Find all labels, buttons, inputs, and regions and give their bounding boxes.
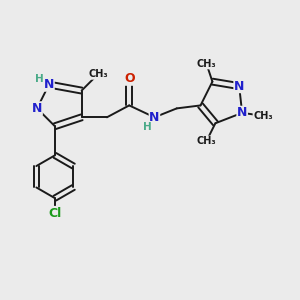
Text: N: N — [237, 106, 247, 119]
Text: Cl: Cl — [48, 206, 62, 220]
Text: N: N — [234, 80, 244, 93]
Text: CH₃: CH₃ — [197, 59, 216, 69]
Text: H: H — [35, 74, 44, 84]
Text: CH₃: CH₃ — [88, 69, 108, 79]
Text: N: N — [32, 102, 42, 115]
Text: N: N — [149, 111, 160, 124]
Text: N: N — [44, 78, 54, 91]
Text: CH₃: CH₃ — [253, 111, 273, 121]
Text: O: O — [124, 72, 134, 85]
Text: CH₃: CH₃ — [197, 136, 216, 146]
Text: H: H — [143, 122, 152, 132]
